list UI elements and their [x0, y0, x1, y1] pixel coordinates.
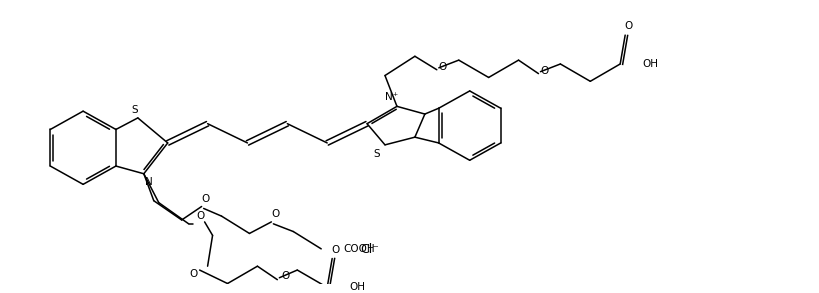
- Text: O: O: [331, 245, 339, 255]
- Text: Cl⁻: Cl⁻: [360, 243, 379, 256]
- Text: O: O: [197, 211, 205, 221]
- Text: N: N: [145, 178, 152, 188]
- Text: OH: OH: [349, 282, 365, 292]
- Text: S: S: [132, 105, 138, 115]
- Text: O: O: [541, 66, 549, 76]
- Text: O: O: [439, 62, 447, 72]
- Text: O: O: [624, 21, 632, 31]
- Text: OH: OH: [642, 59, 658, 69]
- Text: S: S: [373, 149, 380, 159]
- Text: O: O: [201, 194, 210, 204]
- Text: O: O: [281, 271, 289, 281]
- Text: N⁺: N⁺: [386, 92, 399, 102]
- Text: O: O: [271, 209, 279, 219]
- Text: O: O: [189, 269, 197, 279]
- Text: COOH: COOH: [343, 244, 375, 254]
